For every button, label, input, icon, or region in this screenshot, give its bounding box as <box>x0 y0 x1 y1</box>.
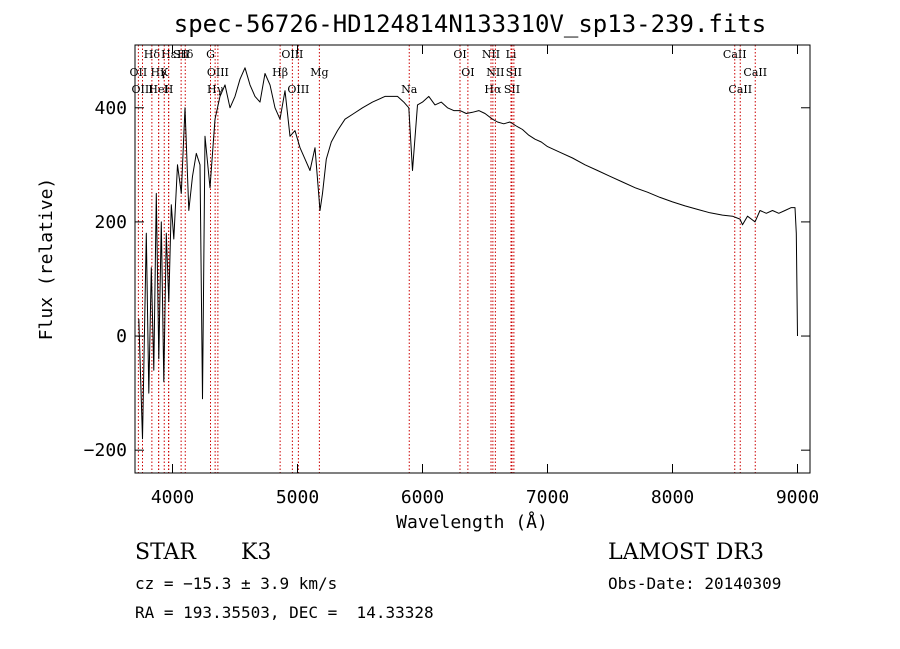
line-marker-label: SII <box>506 66 522 79</box>
axis-ticks: 4000 5000 6000 7000 8000 9000 −200 0 200 400 <box>84 45 819 508</box>
series-line-flux <box>138 67 798 440</box>
x-tick-label: 5000 <box>276 487 319 508</box>
line-marker-label: OI <box>461 66 474 79</box>
redshift-text: cz = −15.3 ± 3.9 km/s <box>135 574 338 593</box>
line-marker-label: Hγ <box>151 66 168 79</box>
line-marker-label: K <box>160 66 169 79</box>
line-marker-label: SII <box>504 83 520 96</box>
chart-title: spec-56726-HD124814N133310V_sp13-239.fit… <box>174 10 766 38</box>
line-marker-label: HeI <box>148 83 168 96</box>
coords-text: RA = 193.35503, DEC = 14.33328 <box>135 603 434 622</box>
x-tick-label: 4000 <box>151 487 194 508</box>
y-axis-label: Flux (relative) <box>36 178 57 341</box>
y-tick-label: −200 <box>84 440 127 461</box>
x-tick-label: 6000 <box>401 487 444 508</box>
x-tick-label: 8000 <box>651 487 694 508</box>
line-marker-label: Mg <box>310 66 328 79</box>
y-tick-label: 0 <box>116 326 127 347</box>
line-marker-label: CaII <box>728 83 752 96</box>
line-marker-label: OIII <box>287 83 309 96</box>
y-tick-label: 400 <box>94 98 127 119</box>
line-marker-label: OI <box>453 48 466 61</box>
y-tick-label: 200 <box>94 212 127 233</box>
line-marker-label: SII <box>173 48 189 61</box>
line-marker-label: Hβ <box>272 66 288 79</box>
line-marker-label: OIII <box>131 83 153 96</box>
line-marker-label: Hγ <box>207 83 224 96</box>
line-marker-label: NII <box>486 66 504 79</box>
series-layer <box>138 67 798 440</box>
x-tick-label: 7000 <box>526 487 569 508</box>
line-marker-label: G <box>206 48 215 61</box>
obs-date-text: Obs-Date: 20140309 <box>608 574 782 593</box>
line-marker-label: Li <box>506 48 517 61</box>
x-tick-label: 9000 <box>776 487 819 508</box>
survey-name: LAMOST DR3 <box>608 540 764 565</box>
line-marker-label: Hδ <box>177 48 194 61</box>
line-marker-label: Na <box>401 83 418 96</box>
line-marker-label: Hδ <box>144 48 161 61</box>
line-marker-label: CaII <box>723 48 747 61</box>
line-marker-label: Hα <box>484 83 502 96</box>
object-subclass: K3 <box>241 540 272 565</box>
line-marker-label: CaII <box>743 66 767 79</box>
line-marker-label: OIII <box>281 48 303 61</box>
line-marker-label: H <box>164 83 174 96</box>
line-marker-label: NII <box>482 48 500 61</box>
line-marker-label: OIII <box>207 66 229 79</box>
object-class: STAR <box>135 540 196 565</box>
line-marker-label: OII <box>130 66 148 79</box>
x-axis-label: Wavelength (Å) <box>396 511 548 533</box>
plot-frame <box>134 44 811 474</box>
